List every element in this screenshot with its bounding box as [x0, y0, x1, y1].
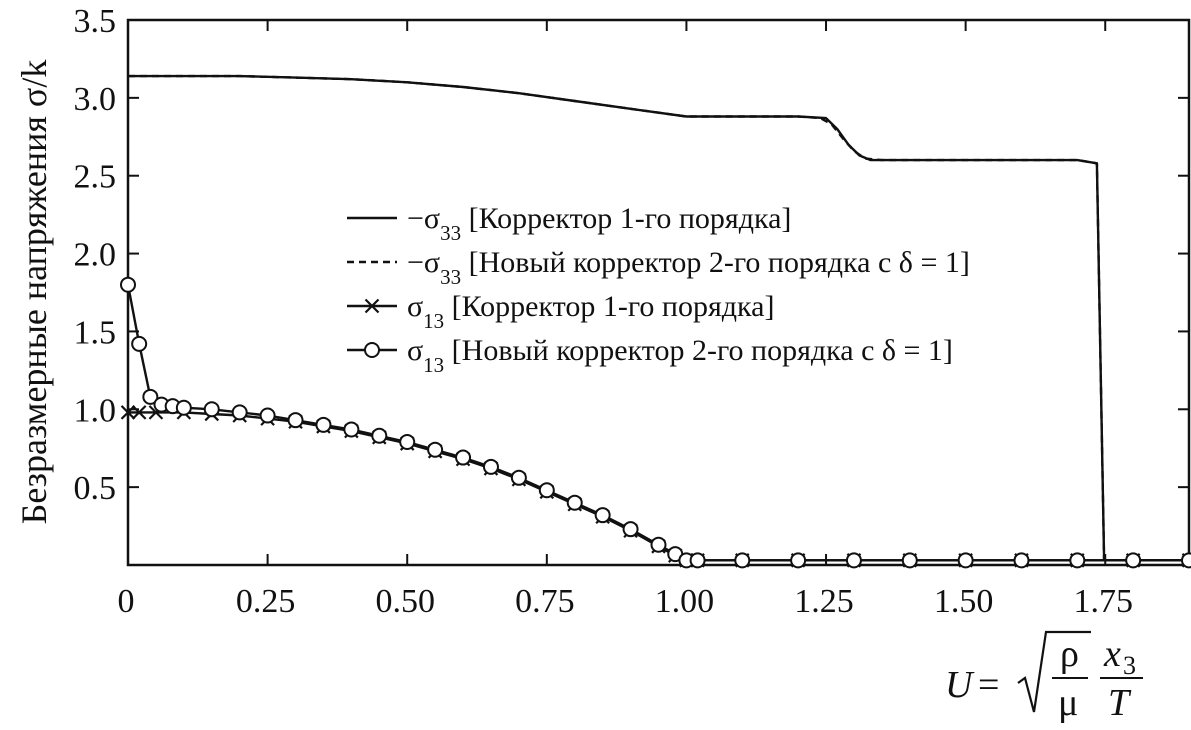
x-tick-label: 1.25	[794, 583, 854, 620]
data-point-marker	[790, 552, 807, 569]
series-group	[120, 74, 1191, 569]
marker-stroke	[120, 405, 136, 420]
x-tick-label: 0.25	[236, 583, 296, 620]
data-point-marker	[131, 405, 147, 420]
data-point-marker	[259, 407, 276, 424]
data-point-marker	[566, 494, 583, 511]
formula-den2: T	[1108, 682, 1132, 724]
data-point-marker	[427, 441, 444, 458]
legend: −σ33 [Корректор 1-го порядка]−σ33 [Новый…	[347, 202, 970, 377]
series-2	[128, 74, 1189, 562]
data-point-marker	[845, 552, 862, 569]
x-tick-label: 1.75	[1073, 583, 1133, 620]
x-tick-label: 0.75	[515, 583, 575, 620]
formula-eq: =	[978, 664, 999, 706]
data-point-marker	[399, 433, 416, 450]
marker-stroke	[364, 298, 380, 314]
data-point-marker	[175, 399, 192, 416]
y-tick-label: 1.0	[74, 392, 117, 429]
legend-item-4: σ13 [Новый корректор 2-го порядка с δ = …	[347, 334, 953, 377]
y-tick-label: 2.0	[74, 237, 117, 274]
data-point-marker	[510, 469, 527, 486]
formula-lhs: U	[945, 664, 975, 706]
x-tick-label: 0.50	[375, 583, 435, 620]
data-point-marker	[343, 421, 360, 438]
formula-num1: ρ	[1060, 633, 1079, 675]
x-tick-label: 1.00	[655, 583, 715, 620]
data-point-marker	[315, 416, 332, 433]
formula-num2: x	[1103, 633, 1121, 675]
series-line	[126, 284, 1189, 562]
data-point-marker	[1069, 552, 1086, 569]
data-point-marker	[371, 427, 388, 444]
formula-num2-sub: 3	[1123, 651, 1136, 680]
data-point-marker	[455, 449, 472, 466]
data-point-marker	[538, 482, 555, 499]
data-point-marker	[650, 536, 667, 553]
y-tick-label: 0.5	[74, 470, 117, 507]
legend-label: −σ33 [Корректор 1-го порядка]	[407, 202, 791, 245]
data-point-marker	[1013, 552, 1030, 569]
data-point-marker	[1125, 552, 1142, 569]
data-point-marker	[131, 335, 148, 352]
series-line	[128, 74, 1189, 562]
data-point-marker	[594, 507, 611, 524]
x-tick-label: 0	[118, 583, 135, 620]
y-axis-label: Безразмерные напряжения σ/k	[14, 60, 54, 525]
data-point-marker	[734, 552, 751, 569]
y-tick-label: 3.0	[74, 81, 117, 118]
data-point-marker	[957, 552, 974, 569]
x-tick-label: 1.50	[934, 583, 994, 620]
data-point-marker	[120, 405, 136, 420]
marker-stroke	[131, 405, 147, 420]
data-point-marker	[482, 458, 499, 475]
data-point-marker	[622, 521, 639, 538]
legend-marker	[364, 342, 380, 358]
legend-item-3: σ13 [Корректор 1-го порядка]	[347, 290, 774, 333]
tick-label-group: 0 0.25 0.50 0.75 1.00 1.25 1.50 1.75 0.5 1.0 1.5 2.…	[74, 3, 1133, 620]
y-tick-label: 2.5	[74, 159, 117, 196]
data-point-marker	[287, 412, 304, 429]
legend-label: −σ33 [Новый корректор 2-го порядка с δ =…	[407, 246, 970, 289]
legend-label: σ13 [Корректор 1-го порядка]	[407, 290, 774, 333]
series-4	[120, 276, 1191, 569]
legend-item-1: −σ33 [Корректор 1-го порядка]	[347, 202, 791, 245]
legend-marker	[364, 298, 380, 314]
legend-item-2: −σ33 [Новый корректор 2-го порядка с δ =…	[347, 246, 970, 289]
data-point-marker	[142, 388, 159, 405]
data-point-marker	[689, 552, 706, 569]
data-point-marker	[231, 404, 248, 421]
data-point-marker	[120, 276, 136, 293]
y-tick-label: 1.5	[74, 314, 117, 351]
data-point-marker	[203, 401, 220, 418]
data-point-marker	[1181, 552, 1191, 569]
data-point-marker	[901, 552, 918, 569]
legend-label: σ13 [Новый корректор 2-го порядка с δ = …	[407, 334, 953, 377]
y-tick-label: 3.5	[74, 3, 117, 40]
x-axis-formula: U = ρ μ x 3 T	[945, 630, 1143, 724]
sqrt-sign	[1017, 630, 1091, 713]
formula-den1: μ	[1058, 682, 1078, 724]
